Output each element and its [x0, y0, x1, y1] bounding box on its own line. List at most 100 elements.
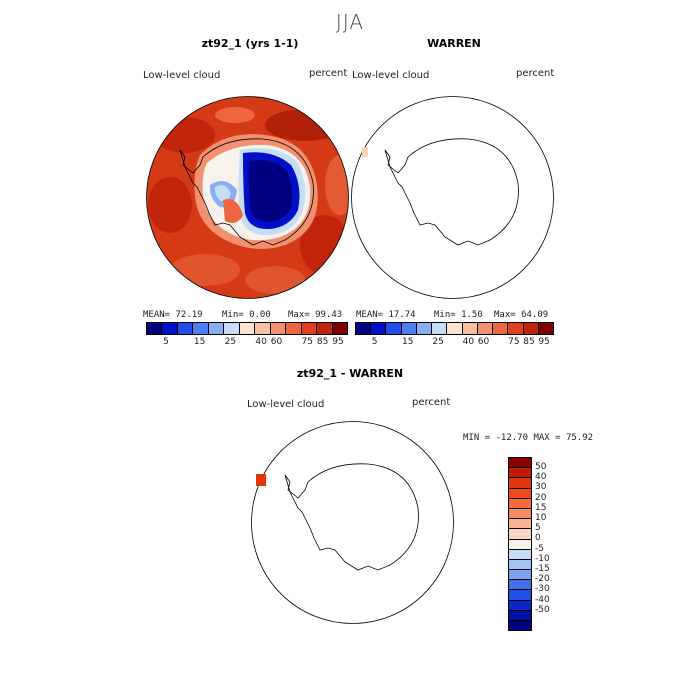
colorbar-tick-label: 0 — [535, 533, 541, 544]
season-title: JJA — [335, 10, 365, 34]
panel2-title: WARREN — [427, 37, 481, 50]
panel1-map — [146, 96, 349, 299]
colorbar-tick-label: 20 — [535, 492, 547, 503]
colorbar-tick-label: 15 — [535, 502, 547, 513]
colorbar-swatch — [255, 323, 271, 334]
colorbar-tick-label: 95 — [538, 337, 550, 347]
colorbar-swatch — [177, 323, 194, 334]
colorbar-tick-label: 85 — [316, 337, 329, 347]
colorbar-swatch — [224, 323, 240, 334]
panel1-variable: Low-level cloud — [143, 70, 221, 81]
colorbar-swatch — [147, 323, 163, 334]
colorbar-swatch — [509, 508, 531, 520]
colorbar-tick-label: 40 — [535, 472, 547, 483]
colorbar-swatch — [332, 323, 348, 334]
panel2-colorbar — [355, 322, 554, 335]
colorbar-swatch — [509, 539, 531, 550]
colorbar-swatch — [509, 498, 531, 509]
panel1-max: Max= 99.43 — [288, 310, 343, 320]
colorbar-swatch — [509, 488, 531, 499]
colorbar-swatch — [509, 458, 531, 469]
panel1-colorbar — [146, 322, 348, 335]
colorbar-tick-label: -10 — [535, 553, 550, 564]
colorbar-tick-label: 30 — [535, 482, 547, 493]
colorbar-tick-label: 25 — [432, 337, 444, 347]
colorbar-tick-label: 15 — [193, 337, 206, 347]
colorbar-tick-label: 50 — [535, 462, 547, 472]
colorbar-tick-label: 15 — [402, 337, 414, 347]
colorbar-swatch — [493, 323, 509, 334]
colorbar-swatch — [239, 323, 256, 334]
colorbar-swatch — [477, 323, 494, 334]
colorbar-swatch — [462, 323, 478, 334]
colorbar-tick-label: -40 — [535, 594, 550, 605]
colorbar-swatch — [509, 590, 531, 601]
colorbar-tick-label: 10 — [535, 513, 547, 523]
colorbar-swatch — [509, 549, 531, 560]
colorbar-swatch — [509, 478, 531, 489]
colorbar-tick-label: 75 — [301, 337, 313, 347]
colorbar-tick-label: 5 — [163, 337, 169, 347]
panel3-variable: Low-level cloud — [247, 399, 325, 410]
colorbar-swatch — [371, 323, 387, 334]
colorbar-swatch — [193, 323, 209, 334]
colorbar-tick-label: 5 — [535, 523, 541, 534]
colorbar-swatch — [162, 323, 178, 334]
colorbar-swatch — [509, 621, 531, 631]
colorbar-swatch — [509, 600, 531, 611]
panel1-units: percent — [309, 68, 348, 79]
colorbar-swatch — [301, 323, 318, 334]
colorbar-tick-label: -5 — [535, 543, 544, 554]
colorbar-swatch — [447, 323, 463, 334]
colorbar-tick-label: -20 — [535, 574, 550, 585]
colorbar-swatch — [270, 323, 287, 334]
panel2-map — [351, 96, 554, 299]
colorbar-swatch — [416, 323, 433, 334]
colorbar-swatch — [509, 559, 531, 571]
panel2-variable: Low-level cloud — [352, 70, 430, 81]
panel2-max: Max= 64.09 — [494, 310, 549, 320]
panel3-colorbar-ticks: 50 40 30 20 15 10 5 0 -5 -10 -15 -20 -30 -40 -50 — [535, 457, 565, 627]
panel3-map — [251, 421, 454, 624]
panel3-minmax: MIN = -12.70 MAX = 75.92 — [463, 433, 594, 443]
panel2-colorbar-ticks: 5 15 25 40 60 75 85 95 — [355, 337, 552, 349]
colorbar-swatch — [317, 323, 333, 334]
panel1-mean: MEAN= 72.19 — [143, 310, 203, 320]
colorbar-swatch — [538, 323, 554, 334]
colorbar-swatch — [509, 519, 531, 530]
panel3-units: percent — [412, 397, 451, 408]
panel3-colorbar — [508, 457, 532, 632]
colorbar-tick-label: 40 — [462, 337, 475, 347]
colorbar-swatch — [386, 323, 402, 334]
colorbar-tick-label: 60 — [270, 337, 283, 347]
panel3-title: zt92_1 - WARREN — [296, 367, 404, 380]
colorbar-swatch — [509, 580, 531, 591]
colorbar-swatch — [401, 323, 417, 334]
colorbar-swatch — [509, 529, 531, 540]
panel2-units: percent — [516, 68, 555, 79]
panel1-colorbar-ticks: 5 15 25 40 60 75 85 95 — [146, 337, 346, 349]
colorbar-tick-label: -50 — [535, 604, 550, 615]
colorbar-swatch — [509, 570, 531, 581]
colorbar-swatch — [356, 323, 372, 334]
colorbar-tick-label: 60 — [477, 337, 490, 347]
colorbar-tick-label: 5 — [371, 337, 378, 347]
colorbar-tick-label: 95 — [332, 337, 344, 347]
colorbar-swatch — [509, 468, 531, 479]
panel2-mean: MEAN= 17.74 — [356, 310, 416, 320]
panel1-min: Min= 0.00 — [222, 310, 271, 320]
colorbar-swatch — [208, 323, 225, 334]
colorbar-tick-label: 75 — [508, 337, 520, 347]
colorbar-tick-label: -15 — [535, 564, 550, 574]
colorbar-tick-label: 40 — [255, 337, 267, 347]
panel2-min: Min= 1.50 — [434, 310, 483, 320]
colorbar-swatch — [286, 323, 302, 334]
colorbar-swatch — [508, 323, 524, 334]
colorbar-tick-label: -30 — [535, 584, 550, 595]
colorbar-swatch — [523, 323, 539, 334]
colorbar-tick-label: 85 — [523, 337, 535, 347]
colorbar-tick-label: 25 — [224, 337, 237, 347]
panel1-title: zt92_1 (yrs 1-1) — [201, 37, 299, 50]
colorbar-swatch — [509, 610, 531, 621]
colorbar-swatch — [432, 323, 448, 334]
